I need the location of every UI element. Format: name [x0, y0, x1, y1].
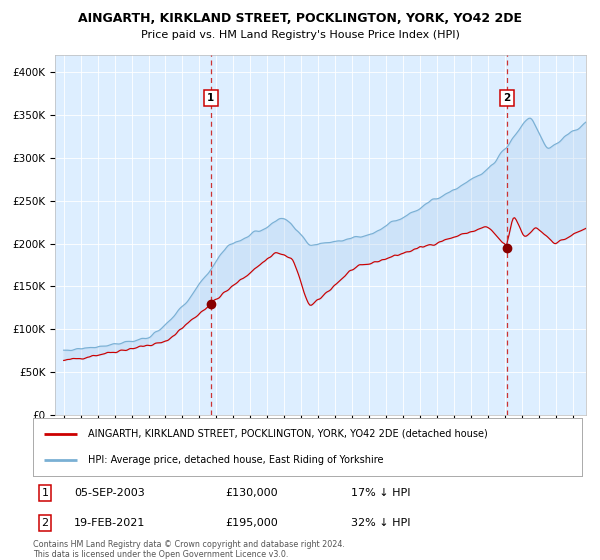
Text: £130,000: £130,000: [225, 488, 278, 498]
Text: 2: 2: [503, 93, 511, 103]
Text: 32% ↓ HPI: 32% ↓ HPI: [352, 518, 411, 528]
Text: 17% ↓ HPI: 17% ↓ HPI: [352, 488, 411, 498]
Text: AINGARTH, KIRKLAND STREET, POCKLINGTON, YORK, YO42 2DE: AINGARTH, KIRKLAND STREET, POCKLINGTON, …: [78, 12, 522, 25]
Text: 2: 2: [41, 518, 49, 528]
Text: AINGARTH, KIRKLAND STREET, POCKLINGTON, YORK, YO42 2DE (detached house): AINGARTH, KIRKLAND STREET, POCKLINGTON, …: [88, 428, 488, 438]
Text: Price paid vs. HM Land Registry's House Price Index (HPI): Price paid vs. HM Land Registry's House …: [140, 30, 460, 40]
Text: £195,000: £195,000: [225, 518, 278, 528]
Text: 19-FEB-2021: 19-FEB-2021: [74, 518, 146, 528]
Text: HPI: Average price, detached house, East Riding of Yorkshire: HPI: Average price, detached house, East…: [88, 455, 383, 465]
Text: Contains HM Land Registry data © Crown copyright and database right 2024.
This d: Contains HM Land Registry data © Crown c…: [33, 540, 345, 559]
Text: 1: 1: [208, 93, 215, 103]
Text: 1: 1: [41, 488, 49, 498]
Text: 05-SEP-2003: 05-SEP-2003: [74, 488, 145, 498]
